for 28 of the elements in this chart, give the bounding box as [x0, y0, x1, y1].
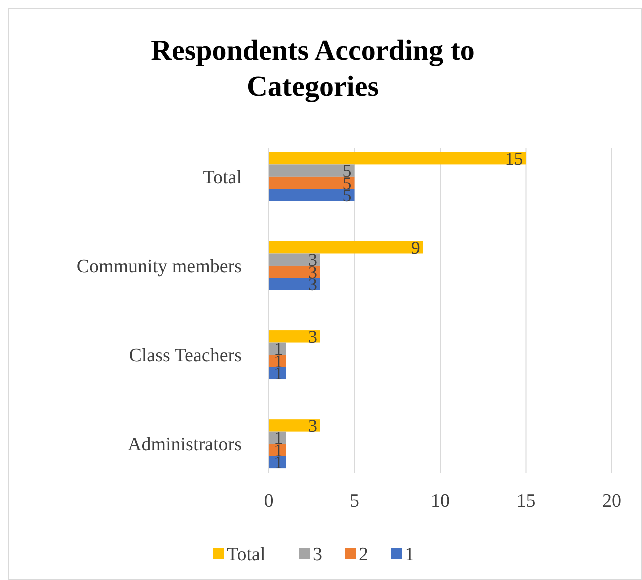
chart-title: Respondents According to Categories: [151, 35, 475, 103]
legend-label: Total: [227, 544, 266, 566]
data-label: 3: [308, 416, 318, 436]
bar: [269, 420, 320, 432]
x-tick-label: 20: [602, 491, 622, 512]
legend-label: 3: [313, 544, 322, 566]
data-label: 15: [505, 148, 524, 169]
bar: [269, 266, 320, 278]
bar: [269, 152, 526, 165]
bar: [269, 176, 355, 190]
y-tick-label: Administrators: [128, 434, 242, 456]
legend-label: 2: [359, 544, 368, 566]
bar: [269, 241, 424, 254]
y-tick-label: Community members: [76, 256, 242, 278]
bar: [269, 254, 320, 266]
bar: [269, 278, 320, 290]
data-label: 9: [411, 238, 420, 258]
bar: [269, 330, 320, 343]
x-tick-label: 15: [516, 491, 536, 512]
bar: [269, 164, 355, 177]
x-tick-label: 10: [431, 491, 450, 512]
y-tick-label: Class Teachers: [129, 346, 242, 367]
data-label: 3: [308, 326, 318, 347]
y-tick-label: Total: [203, 168, 242, 189]
bar: [269, 189, 355, 202]
x-tick-label: 5: [350, 491, 360, 512]
x-tick-label: 0: [264, 491, 274, 512]
legend-label: 1: [405, 544, 414, 566]
